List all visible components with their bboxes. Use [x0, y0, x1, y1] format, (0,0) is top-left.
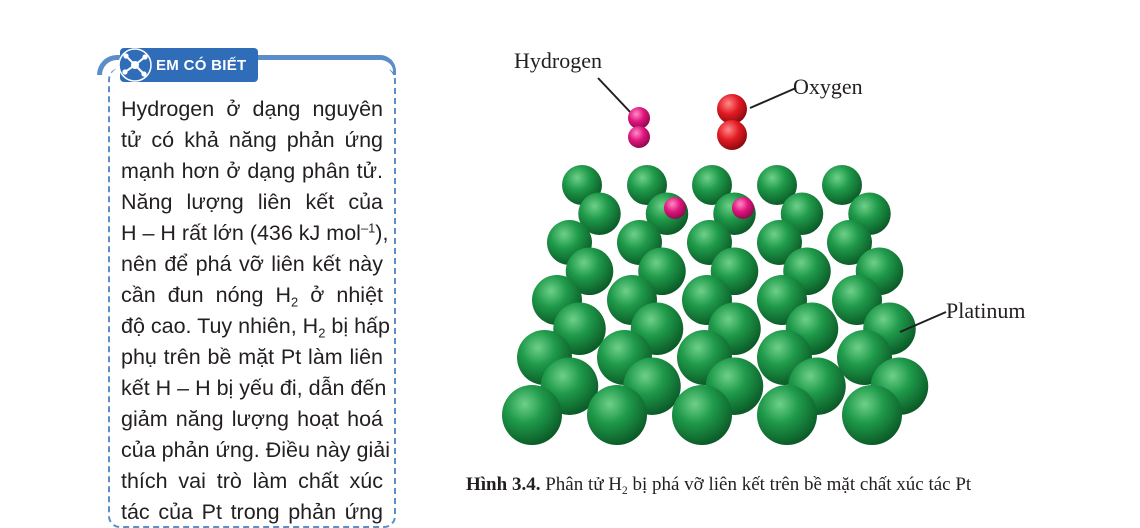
platinum-atom — [502, 385, 562, 445]
note-line-part: H – H rất lớn (436 kJ mol — [121, 221, 361, 245]
adsorbed-hydrogen-atom — [732, 197, 754, 219]
note-line: độ cao. Tuy nhiên, H2 bị hấp — [121, 311, 390, 342]
note-line: tử có khả năng phản ứng — [121, 128, 383, 152]
platinum-atom — [842, 385, 902, 445]
note-line: mạnh hơn ở dạng phân tử. — [121, 159, 383, 183]
platinum-atom — [757, 220, 802, 265]
note-line: phụ trên bề mặt Pt làm liên — [121, 345, 383, 369]
note-line-part: ), — [375, 221, 389, 245]
note-line-part: bị hấp — [325, 314, 390, 338]
note-line-part: độ cao. Tuy nhiên, H — [121, 314, 319, 338]
note-line: thích vai trò làm chất xúc — [121, 469, 383, 493]
caption-number: Hình 3.4. — [466, 474, 541, 495]
platinum-atom — [822, 165, 862, 205]
platinum-atom — [672, 385, 732, 445]
note-line: nên để phá vỡ liên kết này — [121, 252, 383, 276]
platinum-atom — [565, 247, 614, 295]
oxygen-pointer — [749, 87, 797, 109]
oxygen-atom — [717, 94, 747, 124]
note-text: Hydrogen ở dạng nguyên tử có khả năng ph… — [121, 94, 390, 528]
platinum-atom — [827, 220, 872, 265]
platinum-label: Platinum — [946, 298, 1026, 323]
adsorbed-hydrogen-atom — [664, 197, 686, 219]
note-line: giảm năng lượng hoạt hoá — [121, 407, 383, 431]
hydrogen-atom — [628, 126, 650, 148]
oxygen-label: Oxygen — [793, 74, 863, 99]
platinum-surface-illustration — [502, 77, 947, 445]
note-line: Hydrogen ở dạng nguyên — [121, 97, 383, 121]
platinum-atom — [757, 165, 797, 205]
platinum-catalyst-figure: Hydrogen Oxygen Platinum — [480, 40, 1120, 460]
platinum-pointer — [899, 311, 947, 333]
platinum-atom — [578, 192, 621, 235]
note-line: H – H rất lớn (436 kJ mol–1), — [121, 218, 388, 249]
note-line: tác của Pt trong phản ứng — [121, 500, 383, 524]
em-co-biet-badge: EM CÓ BIẾT — [118, 48, 258, 82]
note-line-part: ở nhiệt — [298, 283, 384, 307]
caption-tail: bị phá vỡ liên kết trên bề mặt chất xúc … — [627, 474, 972, 495]
oxygen-atom — [717, 120, 747, 150]
atom-icon — [118, 48, 152, 82]
note-subscript: 2 — [291, 294, 299, 310]
note-line: Năng lượng liên kết của — [121, 190, 383, 214]
note-line: cần đun nóng H2 ở nhiệt — [121, 280, 383, 311]
platinum-atom — [587, 385, 647, 445]
figure-caption: Hình 3.4. Phân tử H2 bị phá vỡ liên kết … — [466, 474, 972, 497]
note-line: kết H – H bị yếu đi, dẫn đến — [121, 376, 387, 400]
note-line-part: cần đun nóng H — [121, 283, 292, 307]
platinum-atom — [692, 165, 732, 205]
hydrogen-pointer — [597, 77, 633, 115]
badge-label: EM CÓ BIẾT — [156, 56, 247, 74]
hydrogen-label: Hydrogen — [514, 48, 602, 73]
platinum-atoms — [502, 165, 929, 445]
platinum-atom — [757, 385, 817, 445]
caption-subscript: 2 — [622, 484, 628, 497]
note-superscript: –1 — [360, 220, 376, 236]
note-subscript: 2 — [318, 325, 326, 341]
note-line: của phản ứng. Điều này giải — [121, 438, 390, 462]
hydrogen-atom — [628, 107, 650, 129]
caption-text: Phân tử H — [540, 474, 623, 495]
